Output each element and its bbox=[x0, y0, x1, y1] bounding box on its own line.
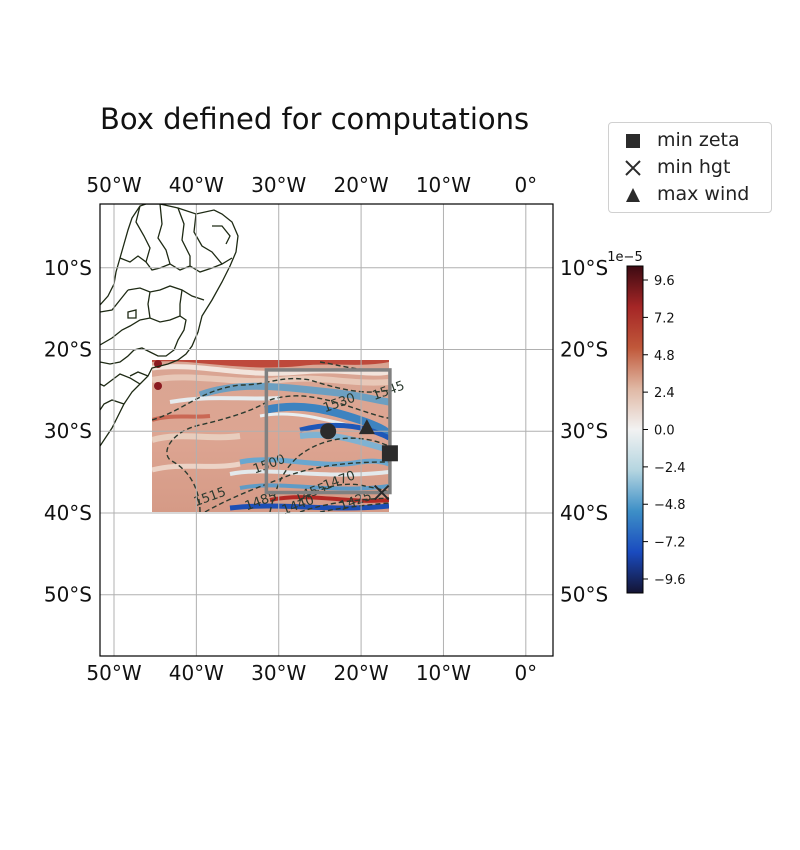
state-border bbox=[177, 207, 191, 266]
colorbar-exponent: 1e−5 bbox=[607, 250, 642, 265]
lon-tick-label-bottom: 20°W bbox=[333, 661, 388, 685]
lat-tick-label-right: 40°S bbox=[560, 501, 608, 525]
lon-tick-label-bottom: 40°W bbox=[169, 661, 224, 685]
colorbar-tick-label: −4.8 bbox=[654, 498, 686, 513]
max-wind-marker bbox=[358, 419, 375, 435]
min-zeta-marker bbox=[381, 445, 398, 462]
state-border bbox=[135, 205, 151, 263]
state-border bbox=[100, 289, 129, 313]
contour-line bbox=[166, 395, 389, 512]
lon-tick-label-top: 10°W bbox=[416, 173, 471, 197]
lon-tick-label-bottom: 50°W bbox=[86, 661, 141, 685]
lat-tick-label-right: 50°S bbox=[560, 583, 608, 607]
contour-line bbox=[269, 437, 389, 512]
computation-box bbox=[264, 368, 392, 495]
lon-tick-label-bottom: 30°W bbox=[251, 661, 306, 685]
colorbar-tick-label: −2.4 bbox=[654, 461, 686, 476]
colorbar-tick-label: 7.2 bbox=[654, 311, 675, 326]
lat-tick-label-left: 40°S bbox=[44, 501, 92, 525]
coastline bbox=[100, 204, 239, 447]
lat-tick-label-left: 10°S bbox=[44, 256, 92, 280]
lon-tick-label-bottom: 0° bbox=[514, 661, 537, 685]
lat-tick-label-left: 30°S bbox=[44, 419, 92, 443]
lon-tick-label-top: 30°W bbox=[251, 173, 306, 197]
colorbar-tick-label: 2.4 bbox=[654, 386, 675, 401]
state-border bbox=[179, 289, 183, 316]
state-border bbox=[127, 285, 205, 301]
legend-label: min hgt bbox=[657, 156, 731, 178]
state-border bbox=[100, 399, 125, 411]
lon-tick-label-top: 40°W bbox=[169, 173, 224, 197]
lat-tick-label-left: 50°S bbox=[44, 583, 92, 607]
state-border bbox=[157, 204, 171, 265]
map-gridlines bbox=[100, 204, 553, 656]
lon-tick-label-top: 0° bbox=[514, 173, 537, 197]
chart-title: Box defined for computations bbox=[100, 102, 530, 136]
legend-label: min zeta bbox=[657, 129, 740, 151]
state-border bbox=[127, 309, 137, 319]
center-point-marker bbox=[320, 423, 337, 440]
contour-line bbox=[299, 497, 389, 512]
state-border bbox=[100, 315, 187, 365]
contour-line bbox=[204, 461, 389, 512]
colorbar-tick-label: −7.2 bbox=[654, 536, 686, 551]
contour-line bbox=[319, 502, 389, 512]
map-tick-labels: 50°W 50°W 40°W 40°W 30°W 30°W 20°W 20°W 10°W 10°W… bbox=[44, 173, 608, 685]
triangle-icon bbox=[626, 188, 640, 202]
lat-tick-label-left: 20°S bbox=[44, 337, 92, 361]
lon-tick-label-top: 50°W bbox=[86, 173, 141, 197]
legend: min zeta min hgt max wind bbox=[608, 122, 772, 213]
colorbar-tick-label: −9.6 bbox=[654, 573, 686, 588]
lon-tick-label-top: 20°W bbox=[333, 173, 388, 197]
legend-item-max-wind bbox=[623, 182, 643, 208]
contour-line bbox=[152, 377, 389, 421]
coastline-borders bbox=[100, 204, 239, 447]
square-icon bbox=[626, 134, 640, 148]
state-border bbox=[193, 213, 223, 265]
legend-item-min-zeta bbox=[623, 128, 643, 154]
map-frame bbox=[99, 203, 554, 657]
map-markers bbox=[320, 419, 398, 501]
colorbar bbox=[626, 265, 644, 594]
colorbar-ticks: 9.6 7.2 4.8 2.4 0.0 −2.4 −4.8 −7.2 −9.6 bbox=[643, 274, 686, 588]
lat-tick-label-right: 10°S bbox=[560, 256, 608, 280]
lat-tick-label-right: 20°S bbox=[560, 337, 608, 361]
colorbar-tick-label: 0.0 bbox=[654, 424, 675, 439]
legend-item-min-hgt bbox=[623, 155, 643, 181]
state-border bbox=[129, 371, 149, 377]
legend-label: max wind bbox=[657, 183, 750, 205]
colorbar-tick-label: 4.8 bbox=[654, 349, 675, 364]
state-border bbox=[100, 373, 141, 387]
lat-tick-label-right: 30°S bbox=[560, 419, 608, 443]
state-border bbox=[147, 291, 151, 319]
x-icon bbox=[625, 160, 641, 176]
state-border bbox=[212, 225, 231, 245]
min-hgt-marker bbox=[373, 484, 390, 501]
lon-tick-label-bottom: 10°W bbox=[416, 661, 471, 685]
colorbar-tick-label: 9.6 bbox=[654, 274, 675, 289]
